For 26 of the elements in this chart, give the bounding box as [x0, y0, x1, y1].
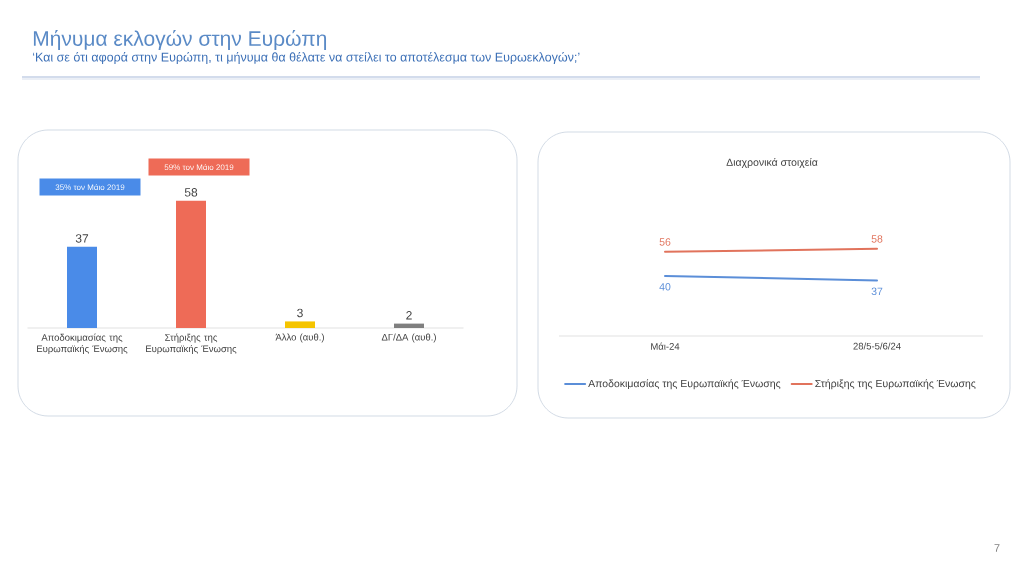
x-tick-label: Μάι-24: [651, 342, 680, 350]
legend-label: Αποδοκιμασίας της Ευρωπαϊκής Ένωσης: [588, 379, 781, 390]
data-label: 37: [75, 234, 89, 243]
data-label: 3: [297, 308, 303, 318]
data-label: 40: [659, 283, 671, 291]
chart-subtitle: ‘Και σε ότι αφορά στην Ευρώπη, τι μήνυμα θα θέλατε να στείλει το αποτέλεσμα των Ευρωεκλογών;’: [32, 52, 580, 64]
data-label: 56: [659, 238, 671, 246]
text: 59% τον Μάιο 2019: [164, 163, 234, 171]
chart-title: Μήνυμα εκλογών στην Ευρώπη: [33, 29, 327, 51]
data-label: 2: [406, 311, 412, 320]
text: 7: [994, 544, 1000, 552]
x-tick-label: Στήριξης της Ευρωπαϊκής Ένωσης: [146, 333, 237, 355]
data-label: 58: [184, 188, 198, 197]
bar: [67, 246, 97, 328]
bar: [176, 200, 206, 328]
data-label: 58: [871, 235, 883, 243]
x-tick-label: ΔΓ/ΔΑ (αυθ.): [381, 333, 436, 343]
data-label: 37: [871, 287, 883, 296]
x-tick-label: 28/5-5/6/24: [853, 342, 901, 350]
legend-label: Στήριξης της Ευρωπαϊκής Ένωσης: [815, 379, 976, 390]
x-tick-label: Αποδοκιμασίας της Ευρωπαϊκής Ένωσης: [37, 333, 128, 355]
x-tick-label: Άλλο (αυθ.): [275, 333, 324, 343]
bar: [285, 321, 315, 328]
bar: [394, 323, 424, 328]
chart-title: Διαχρονικά στοιχεία: [726, 157, 818, 169]
text: 35% τον Μάιο 2019: [55, 183, 125, 191]
